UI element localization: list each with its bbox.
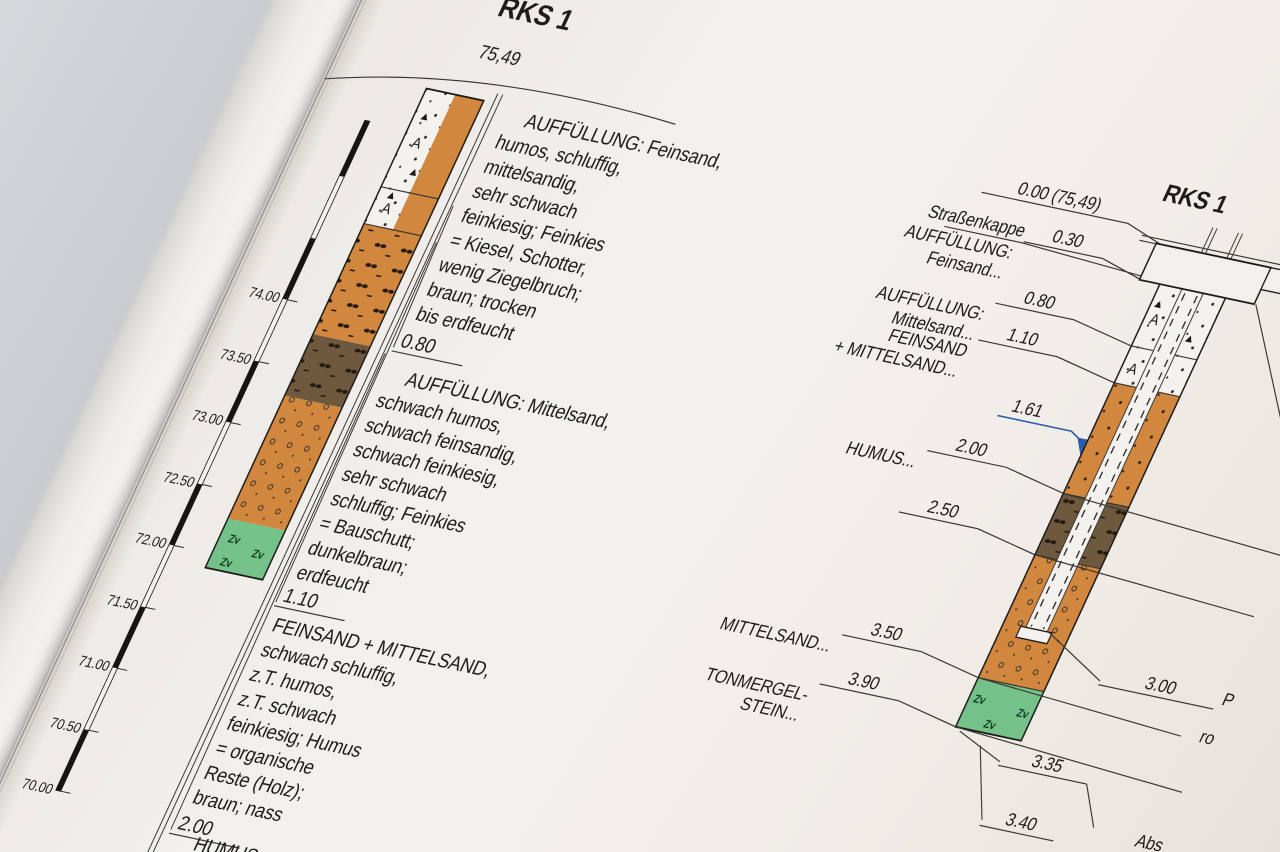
scale-label: 72.50 <box>161 468 199 490</box>
layer-bottom-depth: 0.80 <box>397 330 440 359</box>
clipped-label-fragment: P <box>1219 689 1238 711</box>
scale-label: 70.50 <box>47 714 85 736</box>
water-level-depth: 1.61 <box>1008 395 1047 421</box>
scale-label: 72.00 <box>132 529 170 551</box>
borehole-title: RKS 1 <box>493 0 579 36</box>
water-level-line <box>997 414 1087 446</box>
standpipe <box>1014 252 1221 645</box>
entry-name: HUMUS... <box>843 437 921 471</box>
elevation-scale: 74.00 73.50 73.00 72.50 72.00 71.50 71.0… <box>19 119 371 797</box>
completion-details: 3.00 3.35 3.40 P ro Abs <box>959 631 1238 852</box>
layer-fill-auffuellung <box>392 94 484 236</box>
scale-label: 73.50 <box>217 345 255 367</box>
desc-line: HUMUS, schluffig, <box>190 833 337 852</box>
clipped-label-fragment: ro <box>1196 726 1219 749</box>
clipped-label-fragment: Abs <box>1132 830 1168 852</box>
layer-fill-tonmergelstein <box>205 518 286 580</box>
layer-bottom-depth: 1.10 <box>279 585 322 614</box>
borehole-title-right: RKS 1 <box>1158 180 1232 220</box>
page-edge <box>0 0 542 852</box>
profile-column: A A Zv Zv Zv <box>68 87 504 852</box>
surface-elevation: 75,49 <box>475 40 525 69</box>
profile-axis-line <box>68 93 499 852</box>
street-cap <box>1138 227 1280 475</box>
ground-surface-line <box>324 76 676 125</box>
scale-label: 74.00 <box>246 283 284 305</box>
left-header: RKS 1 75,49 <box>324 0 676 125</box>
well-column: A A Zv Zv Zv <box>954 227 1280 742</box>
profile-axis-line <box>73 94 504 852</box>
well-layer-marl <box>955 677 1044 741</box>
entry-name: MITTELSAND... <box>717 613 836 656</box>
scale-label: 73.00 <box>189 406 227 428</box>
crossing-leader-lines <box>955 492 1280 793</box>
scale-label: 70.00 <box>19 775 57 797</box>
gravel-marks <box>1153 301 1192 343</box>
scale-label: 71.00 <box>76 652 114 674</box>
scale-label: 71.50 <box>104 591 142 613</box>
